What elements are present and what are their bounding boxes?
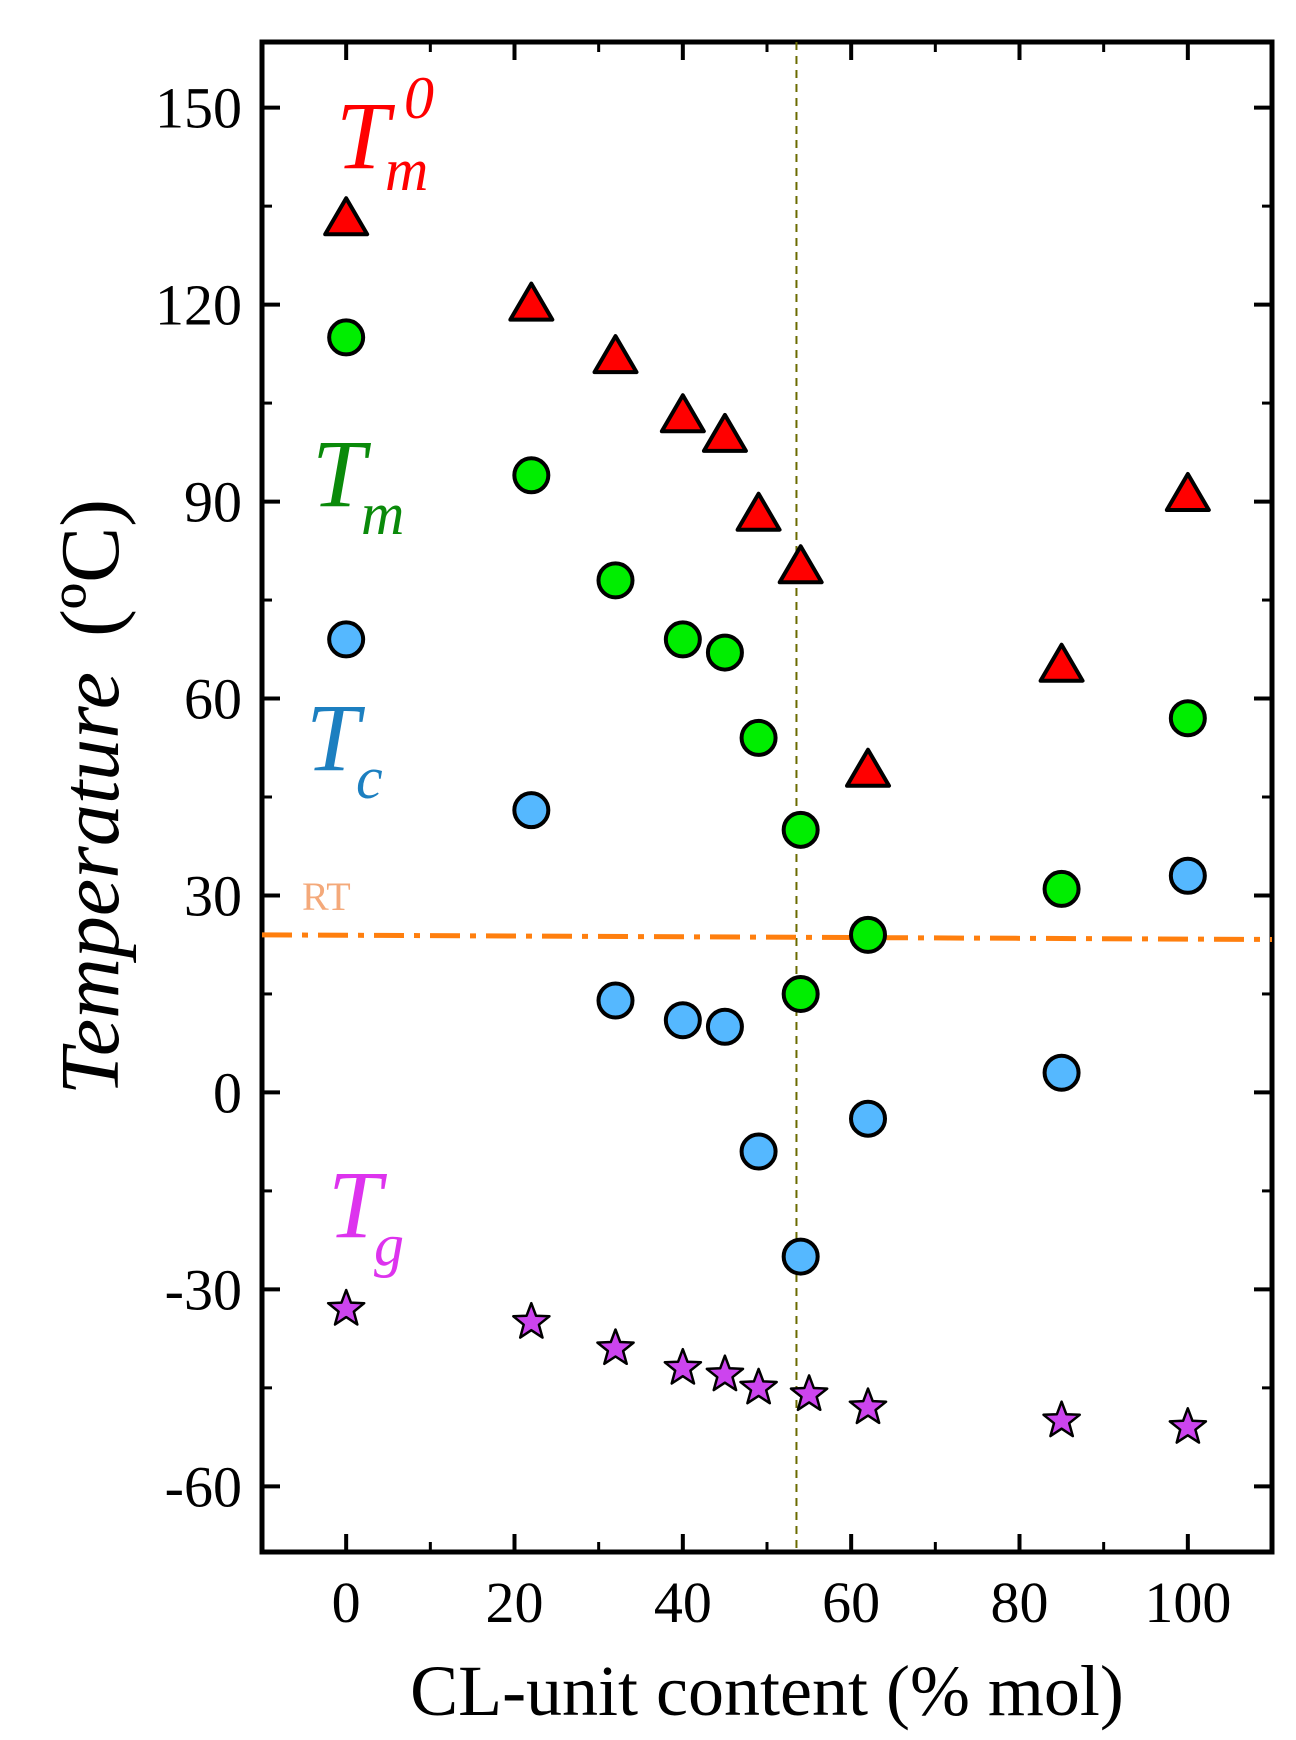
data-point-tm0 (323, 196, 370, 237)
data-point-tm (327, 318, 366, 357)
x-tick-label: 0 (332, 1570, 361, 1635)
svg-text:0: 0 (404, 65, 434, 131)
data-point-tm0 (777, 544, 824, 585)
data-point-tm0 (1164, 472, 1211, 512)
x-tick-label: 60 (822, 1570, 880, 1635)
data-point-tm0 (659, 393, 706, 434)
y-tick-label: 90 (184, 470, 242, 535)
data-point-tc (1042, 1053, 1081, 1092)
svg-text:m: m (385, 137, 428, 203)
svg-text:c: c (356, 745, 383, 811)
data-point-tm0 (701, 412, 748, 453)
data-point-tg (739, 1367, 778, 1405)
y-tick-label: -60 (165, 1454, 242, 1519)
data-point-tm0 (735, 491, 782, 532)
data-point-tm (849, 915, 887, 954)
data-point-tc (849, 1099, 887, 1138)
x-tick-label: 100 (1144, 1570, 1231, 1635)
y-tick-label: 60 (184, 667, 242, 732)
data-point-tg (512, 1301, 551, 1339)
data-point-tm0 (592, 334, 639, 375)
data-point-tg (596, 1328, 635, 1366)
y-tick-label: 150 (155, 76, 242, 141)
data-point-tm (781, 810, 820, 849)
svg-text:T: T (328, 1151, 388, 1258)
y-axis-title: Temperature (ºC) (44, 499, 137, 1095)
svg-text:T: T (306, 684, 366, 791)
data-point-tm (1042, 869, 1081, 908)
data-point-tc (512, 791, 551, 830)
data-point-tm (781, 974, 820, 1013)
data-point-tg (326, 1288, 366, 1326)
data-point-tg (705, 1354, 745, 1392)
x-tick-labels: 0 20 40 60 80 100 (332, 1570, 1232, 1635)
svg-text:T: T (312, 420, 372, 527)
x-axis-title: CL-unit content (% mol) (410, 1651, 1124, 1731)
svg-text:m: m (361, 481, 404, 547)
data-point-tm (739, 718, 778, 757)
data-point-tm (596, 561, 635, 600)
reference-lines (261, 42, 1273, 1552)
data-point-tm (663, 620, 702, 659)
data-point-tm (1168, 699, 1207, 738)
series-label-tc: T c (306, 684, 383, 811)
data-point-tm0 (508, 281, 555, 322)
y-tick-labels: -60 -30 0 30 60 90 120 150 (155, 76, 242, 1520)
y-tick-label: -30 (165, 1257, 242, 1322)
series-tc (327, 620, 1207, 1276)
data-point-tc (1168, 856, 1207, 895)
series-tm0 (323, 196, 1211, 788)
y-tick-label: 120 (155, 273, 242, 338)
plot-frame (259, 39, 1275, 1555)
y-tick-label: 0 (213, 1060, 242, 1125)
rt-reference-line (261, 932, 1273, 942)
data-point-tc (327, 620, 366, 659)
data-point-tc (596, 981, 635, 1020)
series-label-tg: T g (328, 1151, 404, 1278)
data-marks (323, 196, 1211, 1444)
data-point-tc (781, 1237, 820, 1276)
data-point-tg (789, 1374, 829, 1412)
svg-text:T: T (336, 82, 396, 189)
data-point-tg (1042, 1400, 1081, 1438)
series-tm (327, 318, 1207, 1013)
series-label-tm0: T 0 m (336, 65, 434, 203)
axis-ticks (260, 42, 1274, 1552)
rt-label: RT (302, 874, 351, 919)
x-tick-label: 20 (486, 1570, 544, 1635)
data-point-tc (705, 1007, 744, 1046)
x-tick-label: 80 (991, 1570, 1049, 1635)
data-point-tg (663, 1347, 703, 1385)
data-point-tc (739, 1132, 778, 1171)
data-point-tm0 (1038, 642, 1085, 683)
data-point-tm (512, 456, 551, 495)
data-point-tm (705, 633, 744, 672)
y-axis-title-unit: (ºC) (44, 499, 137, 637)
series-tg (326, 1288, 1208, 1444)
series-label-tm: T m (312, 420, 404, 547)
x-tick-label: 40 (654, 1570, 712, 1635)
data-point-tc (663, 1001, 702, 1040)
data-point-tg (848, 1387, 888, 1425)
data-point-tg (1168, 1407, 1208, 1444)
data-point-tm0 (845, 747, 891, 788)
y-axis-title-main: Temperature (44, 672, 137, 1095)
svg-text:g: g (374, 1212, 404, 1278)
y-tick-label: 30 (184, 863, 242, 928)
